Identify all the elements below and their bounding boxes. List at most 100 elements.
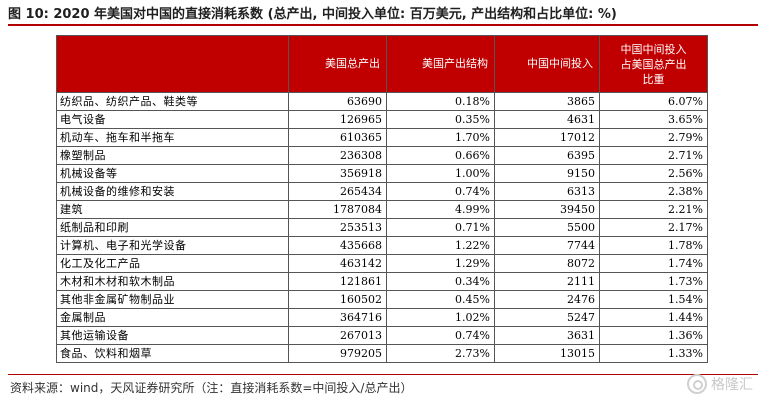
cell-industry: 纸制品和印刷 bbox=[56, 218, 289, 237]
header-us-output: 美国总产出 bbox=[288, 35, 387, 93]
cell-industry: 纺织品、纺织产品、鞋类等 bbox=[56, 92, 289, 111]
cell-industry: 木材和木材和软木制品 bbox=[56, 272, 289, 291]
cell-us-output: 610365 bbox=[288, 128, 387, 147]
consumption-table: 美国总产出 美国产出结构 中国中间投入 中国中间投入 占美国总产出 比重 纺织品… bbox=[56, 35, 708, 363]
cell-us-output: 1787084 bbox=[288, 200, 387, 219]
cell-china-input-share: 2.17% bbox=[599, 218, 708, 237]
cell-china-input-share: 1.54% bbox=[599, 290, 708, 309]
cell-industry: 机动车、拖车和半拖车 bbox=[56, 128, 289, 147]
cell-us-output: 121861 bbox=[288, 272, 387, 291]
cell-us-output: 435668 bbox=[288, 236, 387, 255]
header-china-input-share: 中国中间投入 占美国总产出 比重 bbox=[599, 35, 708, 93]
cell-us-output-structure: 0.74% bbox=[386, 182, 495, 201]
cell-us-output-structure: 0.18% bbox=[386, 92, 495, 111]
cell-industry: 机械设备的维修和安装 bbox=[56, 182, 289, 201]
cell-us-output-structure: 1.29% bbox=[386, 254, 495, 273]
cell-china-input: 6395 bbox=[494, 146, 600, 165]
cell-china-input-share: 1.33% bbox=[599, 344, 708, 363]
table-row: 计算机、电子和光学设备 435668 1.22% 7744 1.78% bbox=[56, 236, 708, 255]
cell-industry: 机械设备等 bbox=[56, 164, 289, 183]
cell-china-input: 17012 bbox=[494, 128, 600, 147]
cell-china-input-share: 1.74% bbox=[599, 254, 708, 273]
cell-us-output-structure: 1.70% bbox=[386, 128, 495, 147]
watermark-logo-icon bbox=[687, 374, 707, 394]
cell-us-output: 126965 bbox=[288, 110, 387, 129]
watermark-text: 格隆汇 bbox=[711, 377, 753, 393]
cell-china-input-share: 1.73% bbox=[599, 272, 708, 291]
cell-china-input-share: 1.78% bbox=[599, 236, 708, 255]
cell-us-output: 236308 bbox=[288, 146, 387, 165]
cell-china-input: 2476 bbox=[494, 290, 600, 309]
title-rule bbox=[8, 24, 758, 26]
cell-us-output: 356918 bbox=[288, 164, 387, 183]
cell-us-output-structure: 0.66% bbox=[386, 146, 495, 165]
table-row: 电气设备 126965 0.35% 4631 3.65% bbox=[56, 110, 708, 129]
cell-industry: 电气设备 bbox=[56, 110, 289, 129]
cell-us-output: 364716 bbox=[288, 308, 387, 327]
cell-industry: 化工及化工产品 bbox=[56, 254, 289, 273]
cell-china-input: 5500 bbox=[494, 218, 600, 237]
cell-china-input: 2111 bbox=[494, 272, 600, 291]
cell-industry: 其他运输设备 bbox=[56, 326, 289, 345]
cell-us-output-structure: 1.02% bbox=[386, 308, 495, 327]
figure-title: 图 10: 2020 年美国对中国的直接消耗系数 (总产出, 中间投入单位: 百… bbox=[8, 7, 617, 22]
cell-china-input: 39450 bbox=[494, 200, 600, 219]
cell-us-output: 463142 bbox=[288, 254, 387, 273]
cell-us-output-structure: 0.45% bbox=[386, 290, 495, 309]
cell-china-input-share: 2.79% bbox=[599, 128, 708, 147]
cell-industry: 建筑 bbox=[56, 200, 289, 219]
cell-us-output: 979205 bbox=[288, 344, 387, 363]
cell-china-input: 5247 bbox=[494, 308, 600, 327]
bottom-rule bbox=[8, 374, 758, 375]
cell-china-input: 7744 bbox=[494, 236, 600, 255]
cell-china-input-share: 6.07% bbox=[599, 92, 708, 111]
cell-industry: 其他非金属矿物制品业 bbox=[56, 290, 289, 309]
cell-industry: 金属制品 bbox=[56, 308, 289, 327]
cell-us-output: 267013 bbox=[288, 326, 387, 345]
header-china-input: 中国中间投入 bbox=[494, 35, 600, 93]
cell-china-input: 8072 bbox=[494, 254, 600, 273]
table-row: 建筑 1787084 4.99% 39450 2.21% bbox=[56, 200, 708, 219]
table-row: 化工及化工产品 463142 1.29% 8072 1.74% bbox=[56, 254, 708, 273]
cell-china-input: 4631 bbox=[494, 110, 600, 129]
cell-china-input: 9150 bbox=[494, 164, 600, 183]
cell-us-output-structure: 1.00% bbox=[386, 164, 495, 183]
header-us-output-structure: 美国产出结构 bbox=[386, 35, 495, 93]
cell-us-output: 160502 bbox=[288, 290, 387, 309]
table-row: 机械设备的维修和安装 265434 0.74% 6313 2.38% bbox=[56, 182, 708, 201]
cell-china-input-share: 1.36% bbox=[599, 326, 708, 345]
cell-china-input: 13015 bbox=[494, 344, 600, 363]
cell-china-input-share: 2.71% bbox=[599, 146, 708, 165]
cell-china-input: 3631 bbox=[494, 326, 600, 345]
cell-us-output-structure: 0.35% bbox=[386, 110, 495, 129]
cell-us-output: 63690 bbox=[288, 92, 387, 111]
cell-china-input-share: 1.44% bbox=[599, 308, 708, 327]
watermark: 格隆汇 bbox=[687, 374, 753, 394]
cell-china-input: 6313 bbox=[494, 182, 600, 201]
cell-industry: 橡塑制品 bbox=[56, 146, 289, 165]
table-row: 其他非金属矿物制品业 160502 0.45% 2476 1.54% bbox=[56, 290, 708, 309]
cell-us-output: 265434 bbox=[288, 182, 387, 201]
table-header-row: 美国总产出 美国产出结构 中国中间投入 中国中间投入 占美国总产出 比重 bbox=[56, 35, 708, 93]
cell-industry: 食品、饮料和烟草 bbox=[56, 344, 289, 363]
cell-us-output-structure: 0.74% bbox=[386, 326, 495, 345]
cell-us-output-structure: 0.71% bbox=[386, 218, 495, 237]
table-row: 机动车、拖车和半拖车 610365 1.70% 17012 2.79% bbox=[56, 128, 708, 147]
cell-us-output-structure: 2.73% bbox=[386, 344, 495, 363]
cell-us-output-structure: 0.34% bbox=[386, 272, 495, 291]
table-row: 机械设备等 356918 1.00% 9150 2.56% bbox=[56, 164, 708, 183]
table-row: 其他运输设备 267013 0.74% 3631 1.36% bbox=[56, 326, 708, 345]
cell-us-output-structure: 1.22% bbox=[386, 236, 495, 255]
table-row: 木材和木材和软木制品 121861 0.34% 2111 1.73% bbox=[56, 272, 708, 291]
table-row: 纺织品、纺织产品、鞋类等 63690 0.18% 3865 6.07% bbox=[56, 92, 708, 111]
cell-china-input-share: 3.65% bbox=[599, 110, 708, 129]
table-row: 纸制品和印刷 253513 0.71% 5500 2.17% bbox=[56, 218, 708, 237]
table-row: 金属制品 364716 1.02% 5247 1.44% bbox=[56, 308, 708, 327]
cell-china-input-share: 2.21% bbox=[599, 200, 708, 219]
table-row: 橡塑制品 236308 0.66% 6395 2.71% bbox=[56, 146, 708, 165]
header-industry bbox=[56, 35, 289, 93]
cell-industry: 计算机、电子和光学设备 bbox=[56, 236, 289, 255]
table-row: 食品、饮料和烟草 979205 2.73% 13015 1.33% bbox=[56, 344, 708, 363]
source-note: 资料来源：wind，天风证券研究所（注：直接消耗系数=中间投入/总产出） bbox=[10, 381, 413, 395]
cell-china-input-share: 2.38% bbox=[599, 182, 708, 201]
